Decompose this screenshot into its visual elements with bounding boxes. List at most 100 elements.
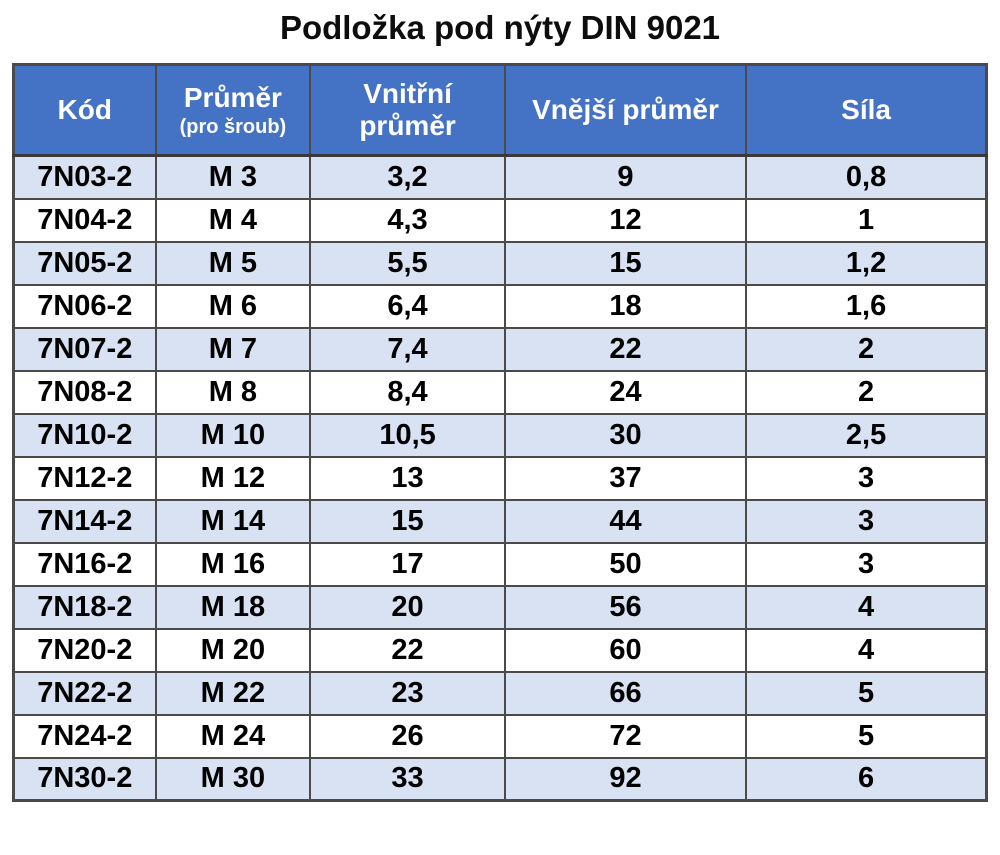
column-header-label: Vnitřní průměr	[359, 77, 456, 141]
cell-vnejsi-prumer: 56	[503, 584, 748, 630]
cell-vnejsi-prumer: 44	[503, 498, 748, 544]
cell-sila: 0,8	[745, 154, 988, 200]
cell-vnitrni-prumer: 26	[309, 713, 506, 759]
cell-vnejsi-prumer: 50	[503, 541, 748, 587]
column-header-sila: Síla	[745, 63, 988, 157]
table-row: 7N03-2 M 3 3,2 9 0,8	[12, 154, 988, 200]
cell-sila: 2	[745, 369, 988, 415]
cell-kod: 7N22-2	[12, 670, 157, 716]
column-header-vnejsi-prumer: Vnější průměr	[503, 63, 748, 157]
cell-vnejsi-prumer: 30	[503, 412, 748, 458]
table-row: 7N10-2 M 10 10,5 30 2,5	[12, 412, 988, 458]
cell-prumer: M 12	[154, 455, 312, 501]
table-row: 7N06-2 M 6 6,4 18 1,6	[12, 283, 988, 329]
cell-prumer: M 5	[154, 240, 312, 286]
cell-vnejsi-prumer: 9	[503, 154, 748, 200]
cell-kod: 7N07-2	[12, 326, 157, 372]
cell-kod: 7N03-2	[12, 154, 157, 200]
table-body: 7N03-2 M 3 3,2 9 0,8 7N04-2 M 4 4,3 12 1 7N05-2 M 5…	[12, 154, 988, 802]
cell-sila: 4	[745, 627, 988, 673]
cell-kod: 7N30-2	[12, 756, 157, 802]
header-row: Kód Průměr (pro šroub) Vnitřní průměr Vn…	[12, 63, 988, 157]
table-row: 7N08-2 M 8 8,4 24 2	[12, 369, 988, 415]
cell-kod: 7N16-2	[12, 541, 157, 587]
cell-prumer: M 30	[154, 756, 312, 802]
cell-kod: 7N08-2	[12, 369, 157, 415]
table-row: 7N16-2 M 16 17 50 3	[12, 541, 988, 587]
cell-sila: 5	[745, 670, 988, 716]
cell-vnejsi-prumer: 72	[503, 713, 748, 759]
table-header: Kód Průměr (pro šroub) Vnitřní průměr Vn…	[12, 63, 988, 157]
column-header-label: Síla	[841, 93, 891, 125]
cell-prumer: M 3	[154, 154, 312, 200]
table-row: 7N18-2 M 18 20 56 4	[12, 584, 988, 630]
cell-sila: 3	[745, 498, 988, 544]
table-row: 7N14-2 M 14 15 44 3	[12, 498, 988, 544]
table-row: 7N30-2 M 30 33 92 6	[12, 756, 988, 802]
cell-vnitrni-prumer: 20	[309, 584, 506, 630]
table-row: 7N22-2 M 22 23 66 5	[12, 670, 988, 716]
cell-prumer: M 24	[154, 713, 312, 759]
cell-vnejsi-prumer: 37	[503, 455, 748, 501]
cell-vnejsi-prumer: 60	[503, 627, 748, 673]
cell-kod: 7N12-2	[12, 455, 157, 501]
column-header-sublabel: (pro šroub)	[179, 116, 287, 139]
cell-vnejsi-prumer: 66	[503, 670, 748, 716]
cell-sila: 4	[745, 584, 988, 630]
cell-vnitrni-prumer: 5,5	[309, 240, 506, 286]
cell-sila: 1	[745, 197, 988, 243]
cell-prumer: M 10	[154, 412, 312, 458]
cell-vnitrni-prumer: 6,4	[309, 283, 506, 329]
cell-kod: 7N24-2	[12, 713, 157, 759]
cell-prumer: M 14	[154, 498, 312, 544]
cell-vnitrni-prumer: 13	[309, 455, 506, 501]
cell-vnejsi-prumer: 15	[503, 240, 748, 286]
cell-vnejsi-prumer: 12	[503, 197, 748, 243]
cell-kod: 7N10-2	[12, 412, 157, 458]
column-header-vnitrni-prumer: Vnitřní průměr	[309, 63, 506, 157]
cell-vnitrni-prumer: 7,4	[309, 326, 506, 372]
table-row: 7N05-2 M 5 5,5 15 1,2	[12, 240, 988, 286]
cell-sila: 2,5	[745, 412, 988, 458]
cell-vnejsi-prumer: 92	[503, 756, 748, 802]
cell-vnitrni-prumer: 17	[309, 541, 506, 587]
cell-vnitrni-prumer: 22	[309, 627, 506, 673]
table-row: 7N24-2 M 24 26 72 5	[12, 713, 988, 759]
cell-sila: 3	[745, 541, 988, 587]
cell-vnejsi-prumer: 24	[503, 369, 748, 415]
cell-vnitrni-prumer: 10,5	[309, 412, 506, 458]
cell-kod: 7N04-2	[12, 197, 157, 243]
cell-vnejsi-prumer: 18	[503, 283, 748, 329]
cell-vnitrni-prumer: 23	[309, 670, 506, 716]
cell-prumer: M 22	[154, 670, 312, 716]
cell-vnitrni-prumer: 33	[309, 756, 506, 802]
cell-prumer: M 20	[154, 627, 312, 673]
table-row: 7N07-2 M 7 7,4 22 2	[12, 326, 988, 372]
cell-prumer: M 18	[154, 584, 312, 630]
cell-vnejsi-prumer: 22	[503, 326, 748, 372]
cell-prumer: M 16	[154, 541, 312, 587]
din9021-spec-table: Kód Průměr (pro šroub) Vnitřní průměr Vn…	[12, 63, 988, 802]
column-header-label: Kód	[57, 93, 112, 125]
cell-sila: 1,2	[745, 240, 988, 286]
cell-sila: 2	[745, 326, 988, 372]
cell-vnitrni-prumer: 8,4	[309, 369, 506, 415]
cell-prumer: M 8	[154, 369, 312, 415]
table-row: 7N20-2 M 20 22 60 4	[12, 627, 988, 673]
cell-kod: 7N14-2	[12, 498, 157, 544]
column-header-prumer: Průměr (pro šroub)	[154, 63, 312, 157]
cell-kod: 7N20-2	[12, 627, 157, 673]
cell-kod: 7N05-2	[12, 240, 157, 286]
column-header-kod: Kód	[12, 63, 157, 157]
cell-vnitrni-prumer: 15	[309, 498, 506, 544]
page-title: Podložka pod nýty DIN 9021	[279, 9, 721, 46]
cell-sila: 1,6	[745, 283, 988, 329]
cell-kod: 7N06-2	[12, 283, 157, 329]
column-header-label: Průměr	[183, 81, 282, 113]
cell-kod: 7N18-2	[12, 584, 157, 630]
table-row: 7N04-2 M 4 4,3 12 1	[12, 197, 988, 243]
column-header-label: Vnější průměr	[532, 93, 719, 125]
table-row: 7N12-2 M 12 13 37 3	[12, 455, 988, 501]
cell-prumer: M 4	[154, 197, 312, 243]
cell-sila: 5	[745, 713, 988, 759]
